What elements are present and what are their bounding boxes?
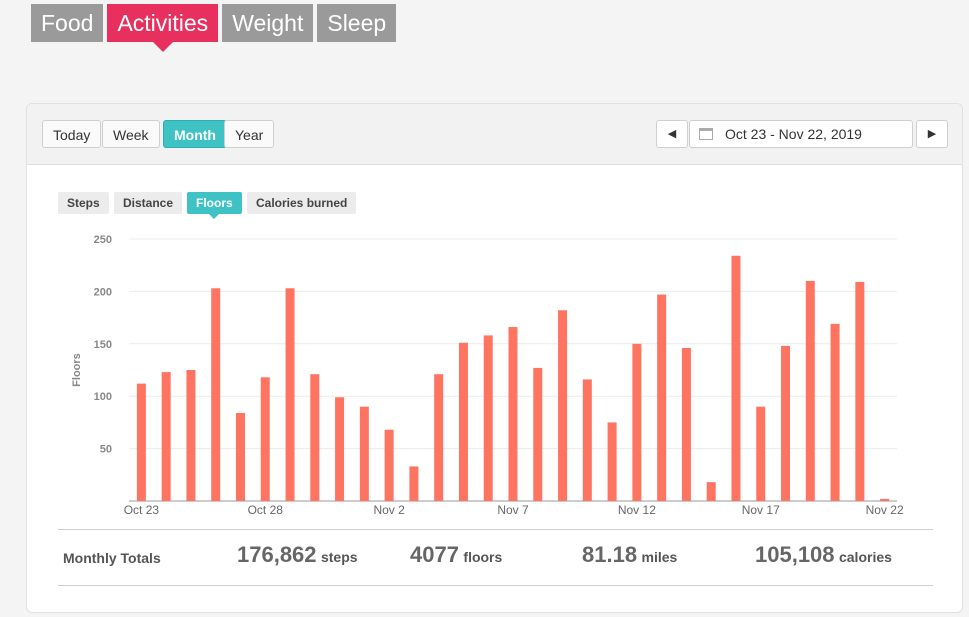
tab-weight[interactable]: Weight: [222, 4, 314, 42]
totals-divider-bottom: [58, 585, 933, 586]
floors-bar: [285, 288, 295, 501]
total-floors: 4077 floors: [410, 542, 502, 568]
tab-sleep[interactable]: Sleep: [317, 4, 397, 42]
floors-bar: [335, 397, 345, 501]
y-tick-label: 150: [94, 339, 112, 351]
metric-tab-steps[interactable]: Steps: [58, 192, 109, 214]
range-week-button[interactable]: Week: [102, 120, 160, 148]
x-tick-label: Nov 17: [742, 503, 780, 517]
total-steps-unit: steps: [320, 549, 358, 565]
floors-bar: [607, 422, 617, 501]
range-month-button[interactable]: Month: [163, 120, 227, 148]
floors-bar: [781, 345, 791, 501]
range-year-button[interactable]: Year: [224, 120, 275, 148]
date-range-picker[interactable]: Oct 23 - Nov 22, 2019: [689, 120, 913, 148]
y-tick-label: 200: [94, 286, 112, 298]
metric-tab-floors[interactable]: Floors: [187, 192, 242, 219]
floors-bar: [681, 347, 691, 501]
total-steps-value: 176,862: [237, 542, 317, 567]
floors-bar: [483, 335, 493, 501]
triangle-left-icon: ◀: [667, 128, 677, 140]
activity-nav: Food Activities Weight Sleep: [31, 4, 397, 52]
y-tick-label: 250: [94, 234, 112, 246]
x-tick-label: Oct 23: [124, 503, 160, 517]
floors-bar: [260, 377, 270, 501]
y-tick-label: 50: [100, 444, 112, 456]
floors-bar: [161, 372, 171, 501]
x-tick-label: Nov 7: [497, 503, 529, 517]
floors-bar: [558, 310, 568, 501]
total-floors-value: 4077: [410, 542, 459, 567]
y-tick-label: 100: [94, 391, 112, 403]
monthly-totals-title: Monthly Totals: [63, 550, 161, 566]
calendar-icon: [699, 128, 713, 140]
x-tick-label: Nov 2: [373, 503, 405, 517]
total-steps: 176,862 steps: [237, 542, 358, 568]
floors-bar: [186, 370, 196, 501]
floors-bar: [855, 281, 865, 501]
total-calories: 105,108 calories: [755, 542, 892, 568]
floors-bar: [830, 323, 840, 501]
tab-food[interactable]: Food: [31, 4, 104, 42]
total-floors-unit: floors: [463, 549, 503, 565]
x-tick-label: Nov 12: [618, 503, 656, 517]
panel-header: Today Week Month Year ◀ Oct 23 - Nov 22,…: [27, 104, 962, 165]
floors-bar: [508, 327, 518, 501]
floors-bar: [756, 406, 766, 501]
date-range-text: Oct 23 - Nov 22, 2019: [725, 126, 862, 142]
x-tick-label: Oct 28: [248, 503, 284, 517]
total-calories-value: 105,108: [755, 542, 835, 567]
floors-bar: [359, 406, 369, 501]
floors-bar-chart: 50 100 150 200 250 Floors Oct 23 Oct 28 Nov 2 Nov…: [71, 234, 904, 517]
tab-activities[interactable]: Activities: [107, 4, 219, 52]
floors-bar: [310, 374, 320, 501]
floors-bar: [458, 342, 468, 501]
triangle-right-icon: ▶: [927, 128, 937, 140]
floors-bar: [235, 412, 245, 501]
total-miles-value: 81.18: [582, 542, 638, 567]
activities-panel: Today Week Month Year ◀ Oct 23 - Nov 22,…: [26, 103, 963, 613]
floors-bar: [731, 255, 741, 501]
floors-bar: [582, 379, 592, 501]
range-today-button[interactable]: Today: [42, 120, 102, 148]
floors-bar: [211, 288, 221, 501]
floors-bar: [706, 482, 716, 501]
floors-bar: [880, 498, 890, 501]
prev-range-button[interactable]: ◀: [656, 120, 688, 148]
x-tick-label: Nov 22: [866, 503, 904, 517]
floors-bar: [136, 383, 146, 501]
floors-bar: [632, 343, 642, 501]
next-range-button[interactable]: ▶: [916, 120, 948, 148]
floors-bar: [434, 374, 444, 501]
totals-divider-top: [58, 529, 933, 530]
floors-bar: [805, 280, 815, 501]
metric-tab-distance[interactable]: Distance: [114, 192, 183, 214]
y-axis-title: Floors: [71, 353, 83, 387]
total-miles-unit: miles: [641, 549, 678, 565]
floors-bar: [657, 294, 667, 501]
metric-tab-calories-burned[interactable]: Calories burned: [247, 192, 357, 214]
floors-bar: [409, 466, 419, 501]
floors-bar: [384, 429, 394, 501]
floors-bar: [533, 367, 543, 501]
total-miles: 81.18 miles: [582, 542, 677, 568]
total-calories-unit: calories: [838, 549, 892, 565]
